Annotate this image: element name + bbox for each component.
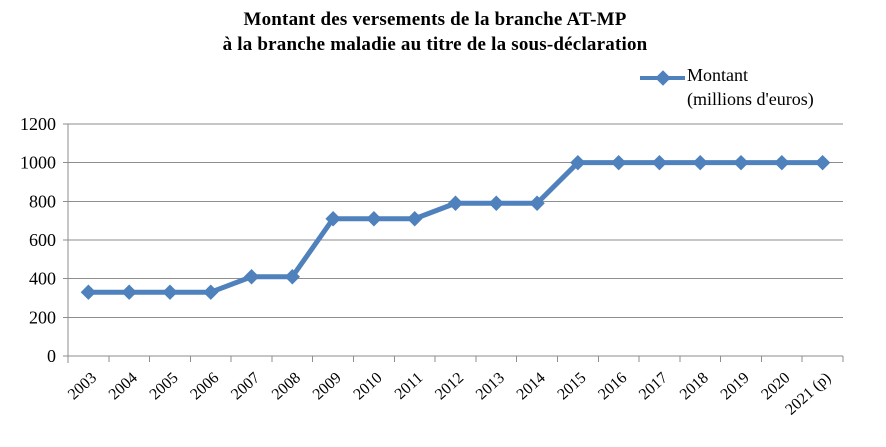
y-tick-label-400: 400: [29, 269, 56, 289]
x-tick-label-2006: 2006: [187, 369, 222, 403]
data-point-2011: [407, 211, 423, 227]
x-tick-label-2018: 2018: [677, 369, 712, 403]
data-point-2004: [121, 284, 137, 300]
y-tick-label-600: 600: [29, 230, 56, 250]
legend-label-line2: (millions d'euros): [687, 89, 814, 109]
data-point-2006: [203, 284, 219, 300]
y-tick-label-0: 0: [47, 346, 56, 366]
x-tick-label-2014: 2014: [514, 369, 549, 403]
chart-title-line2: à la branche maladie au titre de la sous…: [222, 34, 648, 55]
data-point-2015: [570, 154, 586, 171]
x-tick-label-2009: 2009: [310, 369, 345, 403]
chart-title-line1: Montant des versements de la branche AT-…: [243, 9, 627, 30]
x-tick-label-2011: 2011: [392, 369, 427, 403]
data-point-2003: [80, 284, 97, 300]
data-point-2012: [447, 195, 464, 211]
x-tick-label-2016: 2016: [595, 369, 630, 403]
data-point-2021 (p): [814, 154, 831, 171]
x-tick-label-2005: 2005: [146, 369, 181, 403]
y-tick-label-200: 200: [29, 307, 56, 327]
x-tick-label-2017: 2017: [636, 369, 671, 403]
x-tick-label-2015: 2015: [554, 369, 589, 403]
y-tick-label-800: 800: [29, 191, 56, 211]
data-point-2008: [284, 269, 301, 285]
data-point-2007: [243, 269, 260, 285]
data-point-2009: [325, 211, 341, 227]
data-point-2014: [529, 195, 545, 211]
y-tick-label-1000: 1000: [20, 153, 56, 173]
x-tick-label-2020: 2020: [758, 369, 793, 403]
data-point-2010: [366, 211, 382, 227]
legend-series-line: [640, 70, 685, 86]
legend-label: Montant (millions d'euros): [687, 63, 814, 111]
series-line-montant: [88, 160, 823, 295]
data-point-2013: [488, 195, 504, 211]
legend-label-line1: Montant: [687, 65, 748, 85]
x-tick-label-2007: 2007: [228, 369, 263, 403]
x-tick-label-2012: 2012: [432, 369, 467, 403]
data-point-2020: [774, 154, 790, 171]
x-tick-label-2008: 2008: [269, 369, 304, 403]
legend: Montant (millions d'euros): [640, 63, 814, 111]
data-point-2019: [733, 154, 749, 171]
x-tick-label-2013: 2013: [473, 369, 508, 403]
y-tick-label-1200: 1200: [20, 114, 56, 134]
x-tick-label-2021 (p): 2021 (p): [782, 369, 834, 418]
x-tick-label-2010: 2010: [350, 369, 385, 403]
chart-title: Montant des versements de la branche AT-…: [0, 7, 870, 57]
x-tick-label-2003: 2003: [65, 369, 100, 403]
data-point-2005: [162, 284, 178, 300]
data-point-2016: [610, 154, 627, 171]
x-tick-label-2004: 2004: [106, 369, 141, 403]
x-tick-label-2019: 2019: [718, 369, 753, 403]
data-point-2017: [651, 154, 668, 171]
data-point-2018: [692, 154, 708, 171]
